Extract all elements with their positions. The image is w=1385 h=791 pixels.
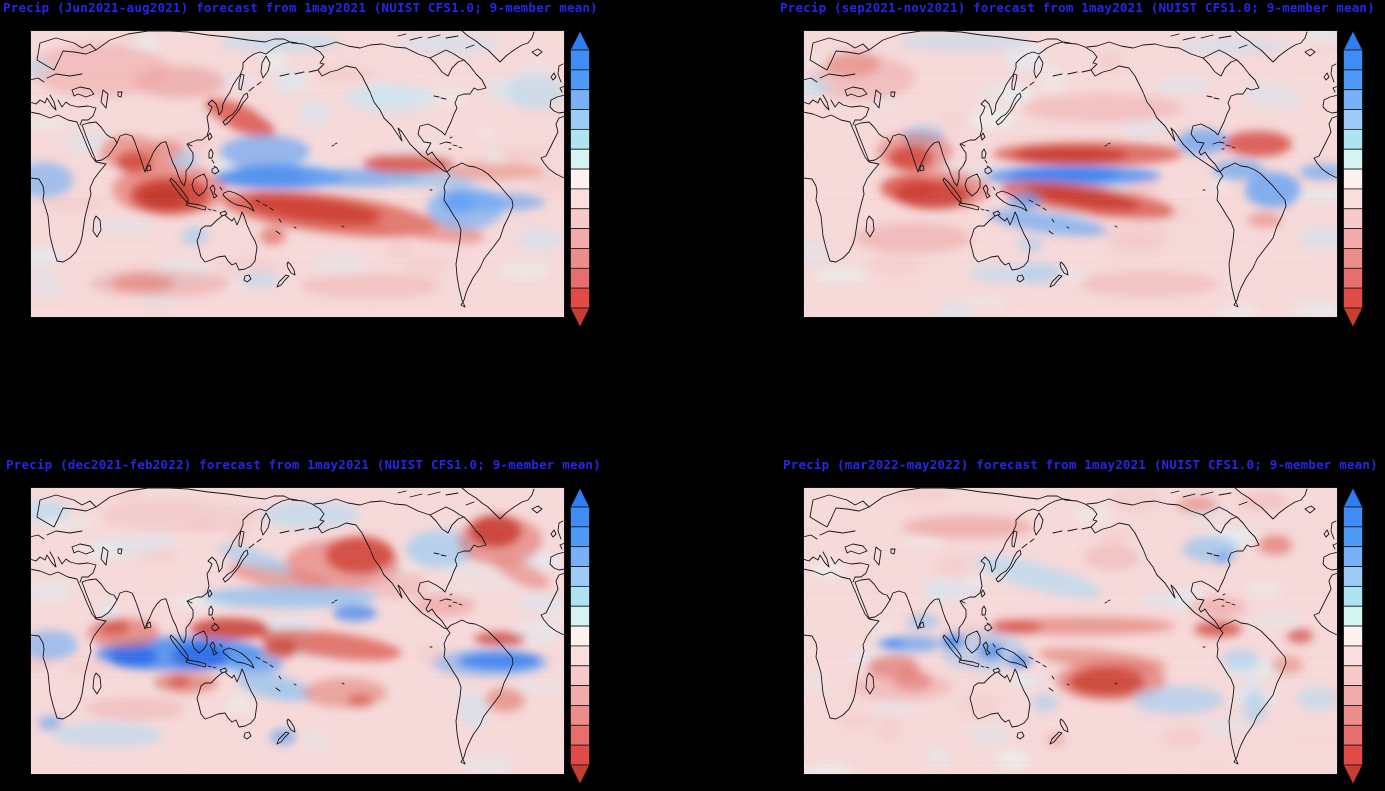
anomaly-field-mam xyxy=(853,492,1337,746)
anomaly-field-djf xyxy=(30,499,550,748)
colorbar-mam xyxy=(1342,487,1364,785)
world-map-svg-djf xyxy=(30,487,565,775)
panel-title-djf: Precip (dec2021-feb2022) forecast from 1… xyxy=(6,457,601,472)
panel-title-son: Precip (sep2021-nov2021) forecast from 1… xyxy=(780,0,1375,15)
map-panel-son xyxy=(803,30,1338,318)
colorbar-son xyxy=(1342,30,1364,328)
anomaly-field-son xyxy=(804,33,1338,297)
world-map-svg-son xyxy=(803,30,1338,318)
map-panel-djf xyxy=(30,487,565,775)
colorbar-djf xyxy=(569,487,591,785)
map-panel-jja xyxy=(30,30,565,318)
panel-title-mam: Precip (mar2022-may2022) forecast from 1… xyxy=(783,457,1378,472)
world-map-svg-mam xyxy=(803,487,1338,775)
anomaly-field-jja xyxy=(30,32,564,299)
world-map-svg-jja xyxy=(30,30,565,318)
map-panel-mam xyxy=(803,487,1338,775)
panel-title-jja: Precip (Jun2021-aug2021) forecast from 1… xyxy=(3,0,598,15)
colorbar-jja xyxy=(569,30,591,328)
